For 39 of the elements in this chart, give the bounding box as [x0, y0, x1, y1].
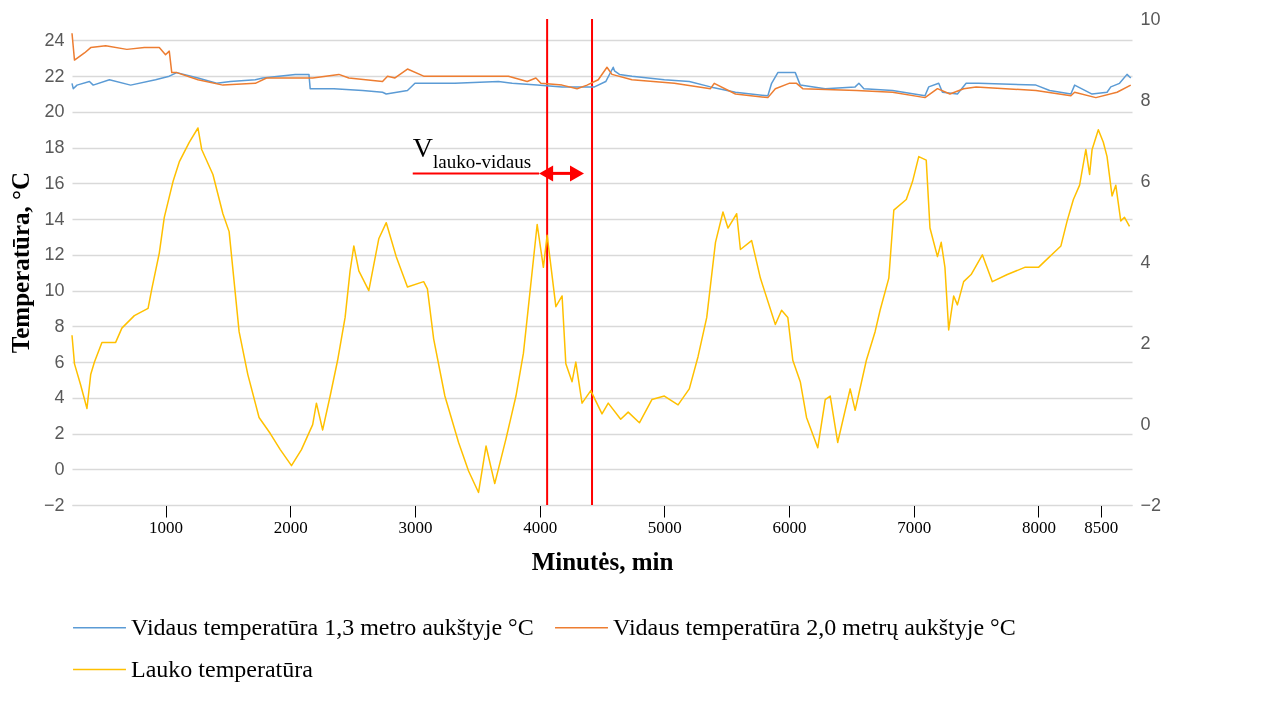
legend-label: Lauko temperatūra	[131, 655, 314, 682]
y2-tick-label: −2	[1140, 494, 1162, 515]
y-tick-label: 24	[44, 29, 65, 50]
x-tick-label: 4000	[523, 517, 558, 537]
legend-label: Vidaus temperatūra 2,0 metrų aukštyje °C	[613, 613, 1016, 640]
x-tick-label: 6000	[772, 517, 807, 537]
x-tick-label: 2000	[273, 517, 308, 537]
y-tick-label: 6	[54, 351, 65, 372]
y-tick-label: −2	[43, 494, 65, 515]
y2-tick-label: 0	[1140, 413, 1151, 434]
x-tick-label: 1000	[149, 517, 184, 537]
x-tick-label: 5000	[647, 517, 682, 537]
x-tick-label: 8000	[1021, 517, 1056, 537]
x-tick-label: 3000	[398, 517, 433, 537]
x-tick-label: 8500	[1084, 517, 1119, 537]
y-tick-label: 18	[44, 137, 65, 158]
line-series	[71, 127, 1131, 494]
y-tick-label: 14	[44, 208, 65, 229]
y-tick-label: 4	[54, 387, 65, 408]
line-series	[71, 32, 1132, 99]
y2-tick-label: 10	[1140, 8, 1161, 29]
legend-label: Vidaus temperatūra 1,3 metro aukštyje °C	[131, 613, 534, 640]
y-tick-label: 22	[44, 65, 65, 86]
y-tick-label: 0	[54, 458, 65, 479]
y-tick-label: 16	[44, 172, 65, 193]
y-tick-label: 8	[54, 315, 65, 336]
y2-tick-label: 6	[1140, 170, 1151, 191]
y-tick-label: 20	[44, 101, 65, 122]
x-axis-title: Minutės, min	[531, 547, 674, 575]
y2-tick-label: 4	[1140, 251, 1151, 272]
y2-tick-label: 8	[1140, 89, 1151, 110]
y-axis-title: Temperatūra, °C	[6, 171, 34, 354]
y-tick-label: 2	[54, 423, 65, 444]
y-tick-label: 10	[44, 280, 65, 301]
y-tick-label: 12	[44, 244, 65, 265]
x-tick-label: 7000	[897, 517, 932, 537]
line-series	[71, 66, 1132, 97]
y2-tick-label: 2	[1140, 332, 1151, 353]
annotation: V$_{lauko-vidaus}$	[412, 132, 532, 172]
